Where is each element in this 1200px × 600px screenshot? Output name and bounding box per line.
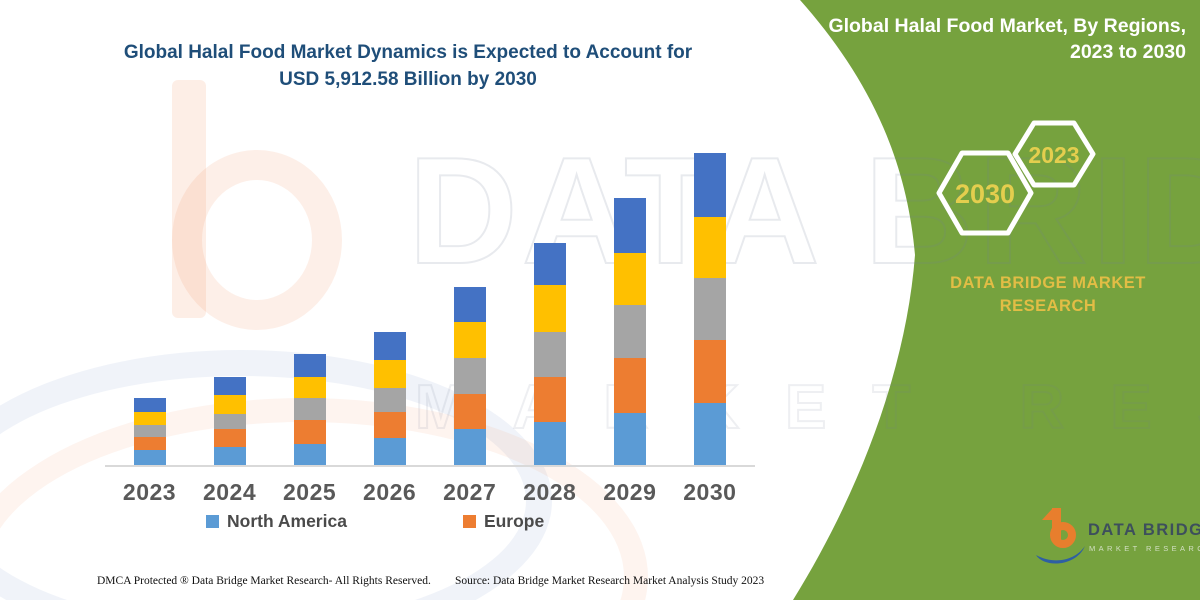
data-bridge-logo: DATA BRIDGE MARKET RESEARCH bbox=[1030, 505, 1200, 580]
x-axis-label: 2030 bbox=[683, 479, 737, 505]
bar-segment bbox=[373, 331, 406, 360]
x-axis-label: 2027 bbox=[443, 479, 497, 505]
bar-segment bbox=[293, 377, 326, 399]
bar-segment bbox=[533, 331, 566, 377]
hexagon-2023 bbox=[1012, 120, 1096, 188]
bar-segment bbox=[613, 358, 646, 413]
bar-segment bbox=[693, 339, 726, 403]
bar-segment bbox=[213, 377, 246, 396]
x-axis-label: 2024 bbox=[202, 479, 257, 505]
panel-heading: Global Halal Food Market, By Regions, 20… bbox=[816, 14, 1186, 65]
hexagon-badges: 2030 2023 bbox=[936, 120, 1096, 236]
legend-swatch-europe bbox=[462, 515, 476, 528]
bar-segment bbox=[453, 394, 486, 430]
bar-segment bbox=[293, 353, 326, 378]
bar-segment bbox=[693, 278, 726, 340]
bar-segment bbox=[533, 376, 566, 422]
logo-name-text: DATA BRIDGE bbox=[1088, 521, 1200, 539]
x-axis-label: 2023 bbox=[122, 479, 177, 505]
legend-label-europe: Europe bbox=[483, 511, 545, 531]
green-panel-shape bbox=[793, 0, 1200, 600]
bar-segment bbox=[453, 287, 486, 323]
footer-source-text: Source: Data Bridge Market Research Mark… bbox=[455, 575, 765, 587]
panel-brand-line2: RESEARCH bbox=[999, 297, 1097, 316]
bar-segment bbox=[293, 419, 326, 444]
bar-segment bbox=[373, 411, 406, 439]
chart-title-line2: USD 5,912.58 Billion by 2030 bbox=[279, 68, 537, 90]
bar-segment bbox=[213, 414, 246, 430]
bar-segment bbox=[533, 243, 566, 285]
bar-segment bbox=[693, 216, 726, 279]
x-axis-label: 2025 bbox=[283, 479, 337, 505]
panel-brand-line1: DATA BRIDGE MARKET bbox=[950, 274, 1146, 292]
bar-segment bbox=[213, 395, 246, 414]
chart-title: Global Halal Food Market Dynamics is Exp… bbox=[88, 40, 728, 93]
legend-item-north-america: North America bbox=[206, 511, 347, 532]
bar-segment bbox=[133, 437, 166, 451]
bar-segment bbox=[373, 438, 406, 466]
bar-segment bbox=[293, 398, 326, 420]
panel-heading-line2: 2023 to 2030 bbox=[1069, 40, 1186, 63]
bar-segment bbox=[453, 322, 486, 358]
bar-segment bbox=[133, 412, 166, 426]
bar-segment bbox=[453, 357, 486, 395]
legend-item-europe: Europe bbox=[462, 511, 545, 532]
chart-legend: North America Europe bbox=[206, 511, 544, 532]
x-axis-label: 2028 bbox=[523, 479, 577, 505]
bar-segment bbox=[613, 252, 646, 306]
data-bridge-logo-icon bbox=[1036, 508, 1085, 564]
bar-segment bbox=[613, 412, 646, 466]
bar-segment bbox=[373, 388, 406, 412]
legend-swatch-north-america bbox=[206, 515, 219, 528]
x-axis-label: 2029 bbox=[603, 479, 657, 505]
bar-segment bbox=[533, 421, 566, 466]
panel-brand-text: DATA BRIDGE MARKET RESEARCH bbox=[928, 272, 1168, 319]
bar-segment bbox=[133, 450, 166, 466]
footer-dmca-text: DMCA Protected ® Data Bridge Market Rese… bbox=[97, 575, 431, 587]
bar-segment bbox=[453, 429, 486, 466]
bar-segment bbox=[693, 153, 726, 217]
bar-segment bbox=[293, 444, 326, 466]
logo-subtext: MARKET RESEARCH bbox=[1089, 544, 1200, 553]
bar-segment bbox=[533, 284, 566, 332]
bar-segment bbox=[613, 305, 646, 359]
x-axis-label: 2026 bbox=[363, 479, 417, 505]
panel-heading-line1: Global Halal Food Market, By Regions, bbox=[828, 15, 1186, 37]
legend-label-north-america: North America bbox=[227, 511, 347, 531]
bar-segment bbox=[693, 402, 726, 466]
bar-segment bbox=[213, 447, 246, 466]
bar-segment bbox=[213, 429, 246, 448]
chart-title-line1: Global Halal Food Market Dynamics is Exp… bbox=[123, 42, 693, 63]
hexagon-2030-year: 2030 bbox=[955, 179, 1015, 209]
bar-segment bbox=[133, 397, 166, 412]
hexagon-2030 bbox=[936, 150, 1034, 236]
x-axis-line bbox=[105, 465, 755, 467]
bar-segment bbox=[613, 197, 646, 253]
bar-segment bbox=[133, 425, 166, 438]
bar-segment bbox=[373, 359, 406, 389]
hexagon-2023-year: 2023 bbox=[1028, 142, 1079, 168]
